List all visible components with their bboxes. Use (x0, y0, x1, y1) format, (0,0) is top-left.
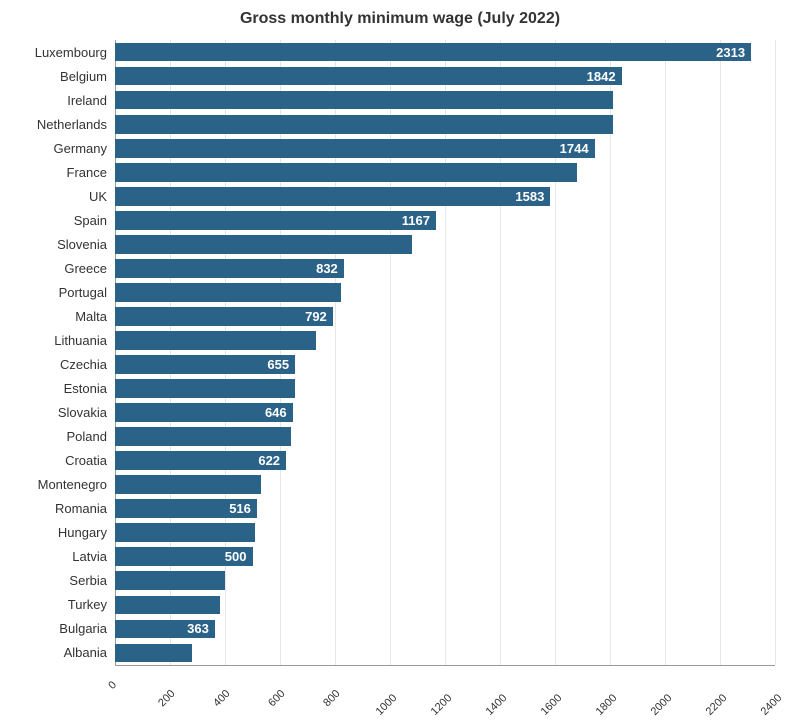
bar (115, 115, 613, 134)
x-tick-label: 2000 (649, 692, 675, 718)
bar (115, 163, 577, 182)
bar (115, 379, 295, 398)
bar (115, 307, 333, 326)
gridline (775, 40, 776, 665)
bar (115, 596, 220, 615)
x-tick-label: 2200 (704, 692, 730, 718)
y-tick-label: Czechia (60, 357, 107, 372)
x-tick-label: 2400 (759, 692, 785, 718)
y-tick-label: Estonia (64, 381, 107, 396)
bar (115, 571, 225, 590)
gridline (445, 40, 446, 665)
x-tick-label: 600 (266, 688, 287, 709)
y-tick-label: Latvia (72, 549, 107, 564)
bar-value-label: 792 (305, 309, 327, 324)
y-tick-label: Slovenia (57, 237, 107, 252)
y-tick-label: Malta (75, 309, 107, 324)
x-tick-label: 0 (106, 679, 119, 692)
gridline (225, 40, 226, 665)
minimum-wage-chart: Gross monthly minimum wage (July 2022) 0… (0, 0, 800, 721)
bar (115, 187, 550, 206)
gridline (720, 40, 721, 665)
y-tick-label: Luxembourg (35, 45, 107, 60)
bar (115, 644, 192, 663)
bar (115, 259, 344, 278)
y-tick-label: Belgium (60, 69, 107, 84)
bar (115, 211, 436, 230)
x-axis (115, 665, 775, 666)
bar (115, 523, 255, 542)
gridline (555, 40, 556, 665)
y-tick-label: Poland (67, 429, 107, 444)
y-tick-label: Spain (74, 213, 107, 228)
y-tick-label: Portugal (59, 285, 107, 300)
bar-value-label: 500 (225, 549, 247, 564)
bar-value-label: 622 (258, 453, 280, 468)
bar-value-label: 363 (187, 621, 209, 636)
y-tick-label: Montenegro (38, 477, 107, 492)
bar-value-label: 1583 (515, 189, 544, 204)
bar-value-label: 655 (267, 357, 289, 372)
bar-value-label: 1744 (560, 141, 589, 156)
y-tick-label: Germany (54, 141, 107, 156)
gridline (665, 40, 666, 665)
y-tick-label: Slovakia (58, 405, 107, 420)
y-tick-label: UK (89, 189, 107, 204)
bar (115, 283, 341, 302)
y-tick-label: Serbia (69, 573, 107, 588)
y-tick-label: France (67, 165, 107, 180)
y-tick-label: Croatia (65, 453, 107, 468)
bar-value-label: 646 (265, 405, 287, 420)
y-tick-label: Hungary (58, 525, 107, 540)
x-tick-label: 1600 (539, 692, 565, 718)
y-tick-label: Lithuania (54, 333, 107, 348)
bar-value-label: 832 (316, 261, 338, 276)
bar (115, 475, 261, 494)
bar-value-label: 2313 (716, 45, 745, 60)
gridline (280, 40, 281, 665)
chart-title: Gross monthly minimum wage (July 2022) (0, 0, 800, 36)
gridline (335, 40, 336, 665)
plot-area: 0200400600800100012001400160018002000220… (115, 40, 775, 665)
bar (115, 139, 595, 158)
x-tick-label: 200 (156, 688, 177, 709)
y-tick-label: Turkey (68, 597, 107, 612)
bar-value-label: 1842 (587, 69, 616, 84)
y-tick-label: Ireland (67, 93, 107, 108)
x-tick-label: 1200 (429, 692, 455, 718)
y-tick-label: Netherlands (37, 117, 107, 132)
y-tick-label: Greece (64, 261, 107, 276)
y-tick-label: Romania (55, 501, 107, 516)
bar (115, 331, 316, 350)
gridline (390, 40, 391, 665)
bar (115, 91, 613, 110)
gridline (610, 40, 611, 665)
bar-value-label: 1167 (402, 213, 430, 228)
x-tick-label: 400 (211, 688, 232, 709)
bar (115, 235, 412, 254)
x-tick-label: 1400 (484, 692, 510, 718)
bar (115, 427, 291, 446)
x-tick-label: 800 (321, 688, 342, 709)
y-tick-label: Albania (64, 645, 107, 660)
y-tick-label: Bulgaria (59, 621, 107, 636)
gridline (500, 40, 501, 665)
bar (115, 67, 622, 86)
bar (115, 43, 751, 62)
bar-value-label: 516 (229, 501, 251, 516)
x-tick-label: 1800 (594, 692, 620, 718)
x-tick-label: 1000 (374, 692, 400, 718)
